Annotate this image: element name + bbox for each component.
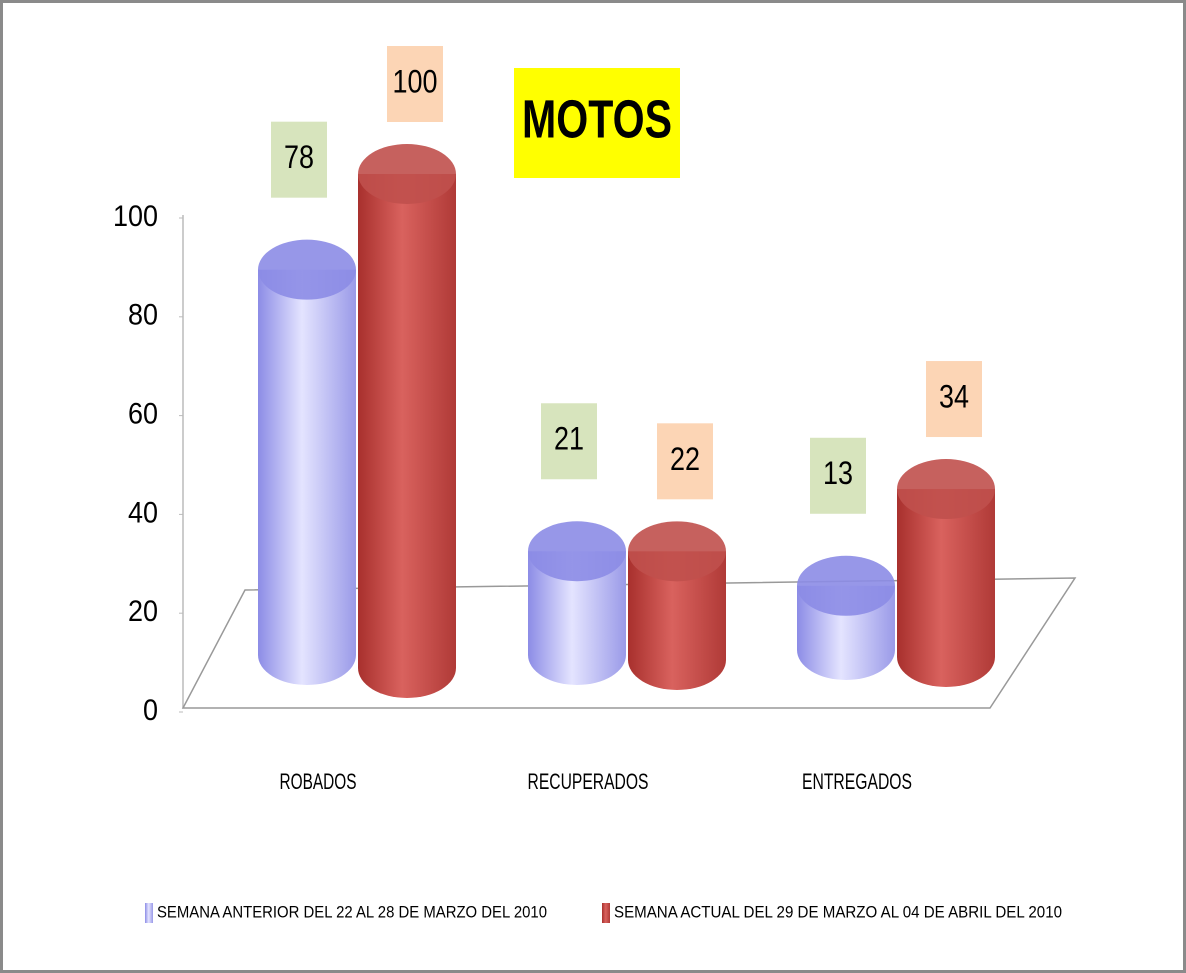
data-label-box: [926, 361, 982, 438]
y-tick-label: 20: [128, 595, 158, 628]
data-label: 13: [823, 455, 853, 491]
title-box: [514, 68, 680, 178]
cylinder-top: [528, 521, 626, 582]
data-label: 78: [284, 139, 314, 175]
y-tick-label: 40: [128, 496, 158, 529]
data-label: 34: [939, 378, 969, 414]
x-tick-label: ENTREGADOS: [802, 769, 912, 794]
y-tick-label: 60: [128, 398, 158, 431]
legend-label: SEMANA ANTERIOR DEL 22 AL 28 DE MARZO DE…: [157, 902, 547, 921]
cylinder-top: [358, 144, 456, 204]
x-tick-label: RECUPERADOS: [528, 769, 649, 794]
data-label: 21: [554, 421, 584, 457]
cylinder-top: [628, 521, 726, 582]
bar: [258, 269, 356, 655]
y-tick-label: 80: [128, 299, 158, 332]
data-label-box: [657, 423, 713, 500]
y-tick-label: 0: [143, 694, 158, 727]
bar: [358, 174, 456, 668]
cylinder-top: [897, 459, 995, 520]
data-label: 22: [670, 441, 700, 477]
chart-title: MOTOS: [522, 89, 672, 149]
legend-swatch: [145, 903, 153, 923]
legend-label: SEMANA ACTUAL DEL 29 DE MARZO AL 04 DE A…: [614, 902, 1062, 921]
data-label-box: [541, 403, 597, 480]
data-label: 100: [393, 63, 438, 99]
cylinder-top: [797, 555, 895, 616]
data-label-box: [271, 121, 327, 198]
legend-swatch: [602, 903, 610, 923]
data-label-box: [387, 46, 443, 122]
y-tick-label: 100: [113, 200, 158, 233]
data-label-box: [810, 437, 866, 514]
x-tick-label: ROBADOS: [280, 769, 357, 794]
cylinder-top: [258, 239, 356, 300]
